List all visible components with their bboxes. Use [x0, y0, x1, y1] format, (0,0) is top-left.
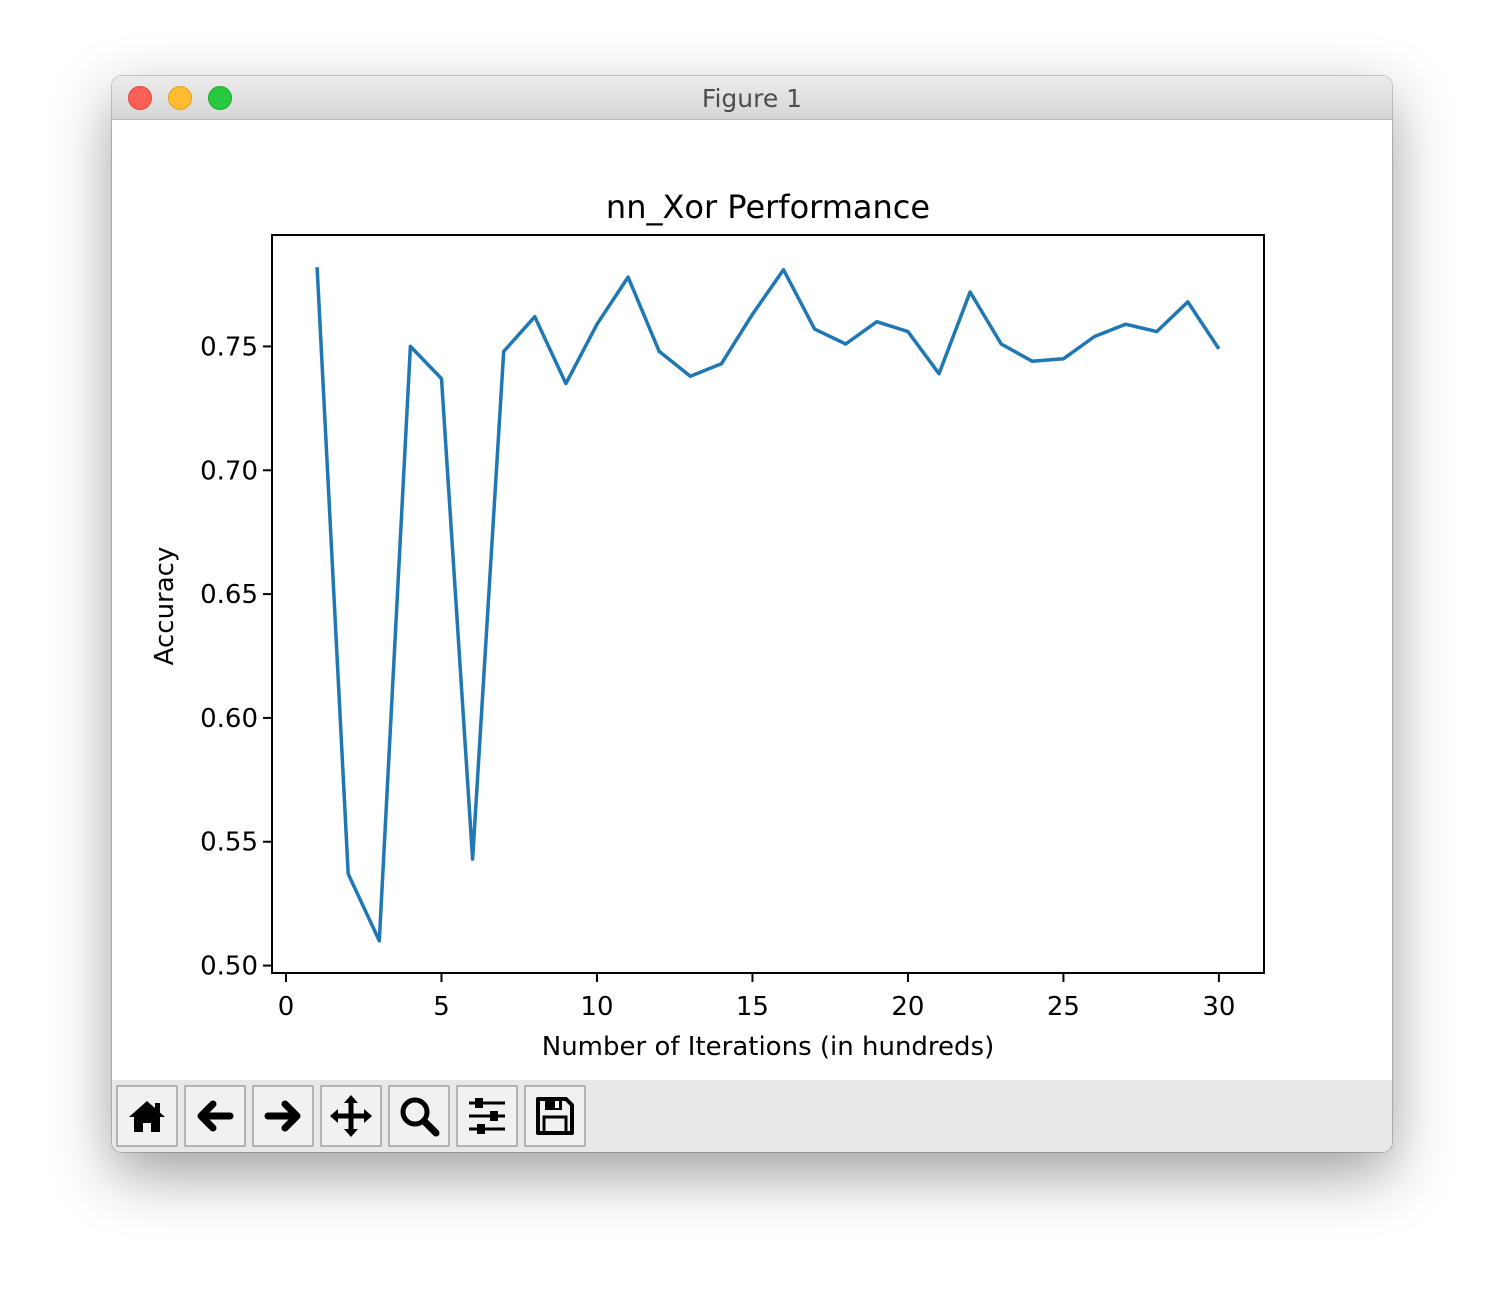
y-tick-label: 0.60 [200, 704, 258, 734]
plot-area-frame [271, 234, 1265, 974]
x-tick-label: 10 [580, 992, 613, 1022]
y-axis-label: Accuracy [150, 547, 180, 666]
y-tick-label: 0.75 [200, 332, 258, 362]
close-window-button[interactable] [128, 86, 152, 110]
x-tick-label: 20 [891, 992, 924, 1022]
y-tick-label: 0.55 [200, 828, 258, 858]
x-tick-label: 25 [1047, 992, 1080, 1022]
x-tick-label: 30 [1202, 992, 1235, 1022]
x-axis-label: Number of Iterations (in hundreds) [542, 1032, 995, 1062]
home-button[interactable] [116, 1085, 178, 1147]
maximize-window-button[interactable] [208, 86, 232, 110]
figure-canvas[interactable]: nn_Xor Performance 0 5 10 15 20 25 30 0.50 0.55 0… [112, 120, 1392, 1080]
save-button[interactable] [524, 1085, 586, 1147]
configure-subplots-icon [469, 1098, 505, 1134]
back-arrow-icon [197, 1100, 234, 1132]
x-tick-label: 0 [278, 992, 295, 1022]
y-tick-label: 0.50 [200, 952, 258, 982]
forward-arrow-icon [264, 1100, 301, 1132]
accuracy-series-line [315, 267, 1221, 943]
x-tick-label: 15 [736, 992, 769, 1022]
pan-move-icon [330, 1095, 372, 1137]
home-icon [129, 1101, 165, 1132]
zoom-button[interactable] [388, 1085, 450, 1147]
forward-button[interactable] [252, 1085, 314, 1147]
pan-button[interactable] [320, 1085, 382, 1147]
window-title: Figure 1 [701, 84, 803, 113]
minimize-window-button[interactable] [168, 86, 192, 110]
configure-subplots-button[interactable] [456, 1085, 518, 1147]
figure-window: Figure 1 nn_Xor Performance 0 5 10 15 20 25 30… [112, 76, 1392, 1152]
navigation-toolbar [112, 1080, 1392, 1152]
line-chart: nn_Xor Performance 0 5 10 15 20 25 30 0.50 0.55 0… [150, 188, 1265, 1062]
y-tick-label: 0.65 [200, 580, 258, 610]
x-tick-label: 5 [433, 992, 450, 1022]
chart-title: nn_Xor Performance [606, 188, 930, 226]
zoom-magnifier-icon [400, 1097, 440, 1137]
back-button[interactable] [184, 1085, 246, 1147]
y-tick-label: 0.70 [200, 456, 258, 486]
save-floppy-icon [536, 1097, 574, 1135]
title-bar[interactable]: Figure 1 [112, 76, 1392, 120]
